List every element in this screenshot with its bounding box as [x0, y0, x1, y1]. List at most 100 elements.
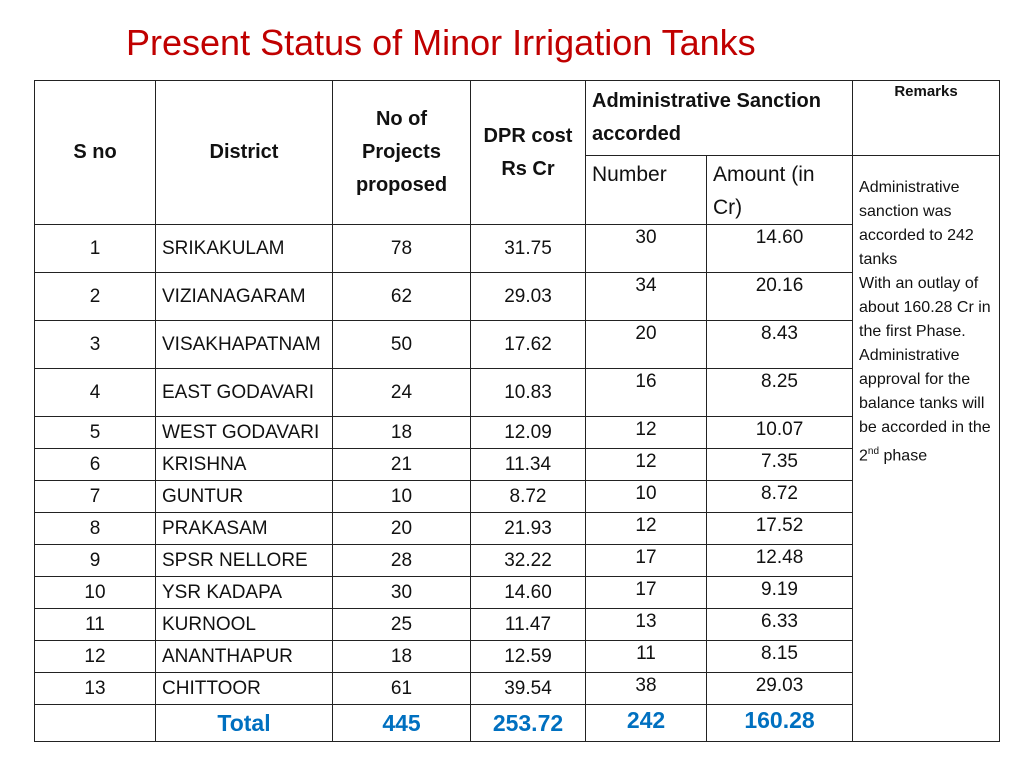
table-cell: 18	[332, 416, 471, 449]
table-cell: 17	[585, 544, 707, 577]
remarks-text: Administrative approval for the balance …	[859, 347, 991, 465]
status-table: S no District No of Projects proposed DP…	[34, 80, 1001, 742]
table-cell: 32.22	[470, 544, 586, 577]
header-cell: DPR cost Rs Cr	[470, 80, 586, 225]
total-cell: 242	[585, 704, 707, 742]
table-cell: 12	[34, 640, 156, 673]
table-cell: PRAKASAM	[155, 512, 333, 545]
table-row: 9 SPSR NELLORE 28 32.22 17 12.48	[34, 544, 1000, 577]
table-cell: 24	[332, 368, 471, 417]
table-cell: 13	[585, 608, 707, 641]
total-cell: 253.72	[470, 704, 586, 742]
table-row: 3 VISAKHAPATNAM 50 17.62 20 8.43	[34, 320, 1000, 369]
table-cell: SRIKAKULAM	[155, 224, 333, 273]
remarks-cell: Administrative sanction was accorded to …	[852, 155, 1001, 742]
table-cell: 11.34	[470, 448, 586, 481]
table-cell: 10.83	[470, 368, 586, 417]
table-cell: 9	[34, 544, 156, 577]
table-cell: 6.33	[705, 608, 854, 641]
table-cell: 10.07	[705, 416, 854, 449]
table-cell: 30	[585, 224, 707, 273]
table-cell: 34	[585, 272, 707, 321]
table-cell: 21	[332, 448, 471, 481]
table-cell: 8.72	[705, 480, 854, 513]
table-cell: 20	[332, 512, 471, 545]
table-cell: 3	[34, 320, 156, 369]
table-cell: 38	[585, 672, 707, 705]
table-cell: 14.60	[705, 224, 854, 273]
table-cell: 62	[332, 272, 471, 321]
table-cell: 78	[332, 224, 471, 273]
table-cell: 12	[585, 448, 707, 481]
table-cell: 12.09	[470, 416, 586, 449]
table-cell: 2	[34, 272, 156, 321]
table-cell: 8.15	[705, 640, 854, 673]
table-cell: 25	[332, 608, 471, 641]
table-cell: YSR KADAPA	[155, 576, 333, 609]
header-cell: Number	[585, 155, 707, 225]
remarks-text: With an outlay of about 160.28 Cr in the…	[859, 275, 991, 340]
table-cell: KURNOOL	[155, 608, 333, 641]
total-row: Total 445 253.72 242 160.28	[34, 704, 1000, 742]
table-cell: 8.25	[705, 368, 854, 417]
table-cell: 14.60	[470, 576, 586, 609]
table-cell: CHITTOOR	[155, 672, 333, 705]
table-cell: 9.19	[705, 576, 854, 609]
table-cell: 50	[332, 320, 471, 369]
remarks-superscript: nd	[867, 446, 880, 457]
table-row: 4 EAST GODAVARI 24 10.83 16 8.25	[34, 368, 1000, 417]
remarks-text: Administrative sanction was accorded to …	[859, 179, 974, 268]
table-row: 6 KRISHNA 21 11.34 12 7.35	[34, 448, 1000, 481]
table-cell: 29.03	[470, 272, 586, 321]
table-cell: 7	[34, 480, 156, 513]
table-cell: 17.52	[705, 512, 854, 545]
table-cell: 8	[34, 512, 156, 545]
table-cell: 4	[34, 368, 156, 417]
table-cell: ANANTHAPUR	[155, 640, 333, 673]
table-cell: 61	[332, 672, 471, 705]
total-cell: Total	[155, 704, 333, 742]
table-cell	[34, 704, 156, 742]
title: Present Status of Minor Irrigation Tanks	[126, 22, 756, 63]
table-row: 2 VIZIANAGARAM 62 29.03 34 20.16	[34, 272, 1000, 321]
header-cell: No of Projects proposed	[332, 80, 471, 225]
table-cell: 20.16	[705, 272, 854, 321]
table-cell: GUNTUR	[155, 480, 333, 513]
table-cell: VIZIANAGARAM	[155, 272, 333, 321]
total-cell: 445	[332, 704, 471, 742]
table-cell: 28	[332, 544, 471, 577]
table-row: 5 WEST GODAVARI 18 12.09 12 10.07	[34, 416, 1000, 449]
table-cell: EAST GODAVARI	[155, 368, 333, 417]
table-cell: 8.72	[470, 480, 586, 513]
table-cell: 10	[585, 480, 707, 513]
remarks-text: phase	[883, 447, 928, 465]
header-cell: S no	[34, 80, 156, 225]
table-cell: 11.47	[470, 608, 586, 641]
table-cell: 29.03	[705, 672, 854, 705]
table-row: 10 YSR KADAPA 30 14.60 17 9.19	[34, 576, 1000, 609]
header-cell: District	[155, 80, 333, 225]
table-row: 11 KURNOOL 25 11.47 13 6.33	[34, 608, 1000, 641]
table-cell: 8.43	[705, 320, 854, 369]
table-cell: 10	[34, 576, 156, 609]
table-cell: 18	[332, 640, 471, 673]
table-cell: 10	[332, 480, 471, 513]
table-row: 12 ANANTHAPUR 18 12.59 11 8.15	[34, 640, 1000, 673]
table-cell: 6	[34, 448, 156, 481]
table-cell: 13	[34, 672, 156, 705]
table-row: 8 PRAKASAM 20 21.93 12 17.52	[34, 512, 1000, 545]
table-cell: 12.59	[470, 640, 586, 673]
table-row: 13 CHITTOOR 61 39.54 38 29.03	[34, 672, 1000, 705]
table-cell: 7.35	[705, 448, 854, 481]
table-cell: 5	[34, 416, 156, 449]
total-cell: 160.28	[705, 704, 854, 742]
table-cell: 16	[585, 368, 707, 417]
table-cell: 12	[585, 416, 707, 449]
header-cell: Remarks	[852, 80, 1001, 156]
table-cell: 12	[585, 512, 707, 545]
table-cell: 20	[585, 320, 707, 369]
table-cell: 12.48	[705, 544, 854, 577]
table-cell: WEST GODAVARI	[155, 416, 333, 449]
table-cell: 17	[585, 576, 707, 609]
